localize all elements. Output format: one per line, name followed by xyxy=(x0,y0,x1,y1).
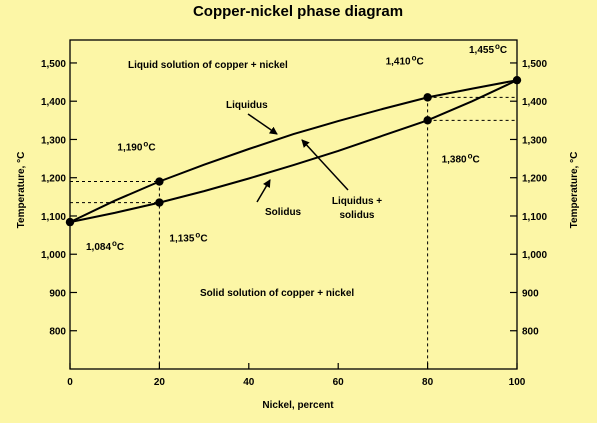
solidus-line-label: Solidus xyxy=(265,207,302,218)
solidus-series-line xyxy=(69,79,518,224)
y-tick-label-left: 1,000 xyxy=(41,250,66,261)
y-tick-label-left: 1,200 xyxy=(41,174,66,185)
liquid-region-label: Liquid solution of copper + nickel xyxy=(128,60,288,71)
y-axis-title-right: Temperature, °C xyxy=(569,152,580,229)
point-label: 1,455oC xyxy=(469,42,507,56)
x-tick-label: 60 xyxy=(333,377,345,388)
two-phase-region-label-line1: Liquidus + xyxy=(332,196,382,207)
x-axis-title: Nickel, percent xyxy=(262,400,334,411)
y-tick-label-left: 1,500 xyxy=(41,59,66,70)
y-tick-label-right: 1,500 xyxy=(522,59,547,70)
y-tick-label-right: 1,300 xyxy=(522,135,547,146)
solidus-label-arrow xyxy=(256,179,271,203)
chart-title: Copper-nickel phase diagram xyxy=(193,3,403,20)
point-label: 1,410oC xyxy=(386,53,424,67)
y-tick-label-right: 1,200 xyxy=(522,174,547,185)
y-tick-label-right: 1,000 xyxy=(522,250,547,261)
x-tick-label: 100 xyxy=(509,377,526,388)
y-tick-label-left: 800 xyxy=(49,327,66,338)
x-tick-label: 20 xyxy=(154,377,166,388)
y-tick-label-left: 1,300 xyxy=(41,135,66,146)
data-point-marker xyxy=(423,116,432,125)
y-tick-label-right: 800 xyxy=(522,327,539,338)
y-tick-label-right: 1,400 xyxy=(522,97,547,108)
y-axis-title-left: Temperature, °C xyxy=(16,152,27,229)
solid-region-label: Solid solution of copper + nickel xyxy=(200,288,354,299)
data-point-marker xyxy=(65,217,75,227)
data-point-marker xyxy=(155,177,164,186)
data-point-marker xyxy=(155,198,164,207)
plot-area-border xyxy=(69,39,518,370)
liquidus-series-line xyxy=(69,79,518,224)
data-point-marker xyxy=(423,93,432,102)
data-point-marker xyxy=(512,75,522,85)
two-phase-label-arrow xyxy=(301,139,349,191)
two-phase-region-label-line2: solidus xyxy=(339,210,374,221)
point-label: 1,190oC xyxy=(117,140,155,154)
point-label: 1,380oC xyxy=(442,151,480,165)
y-tick-label-left: 1,100 xyxy=(41,212,66,223)
liquidus-label-arrow xyxy=(247,113,278,135)
y-tick-label-left: 1,400 xyxy=(41,97,66,108)
y-tick-label-right: 900 xyxy=(522,288,539,299)
x-tick-label: 40 xyxy=(243,377,255,388)
x-tick-label: 0 xyxy=(67,377,73,388)
point-label: 1,135oC xyxy=(169,231,207,245)
x-tick-label: 80 xyxy=(422,377,434,388)
point-label: 1,084oC xyxy=(86,239,124,253)
y-tick-label-right: 1,100 xyxy=(522,212,547,223)
y-tick-label-left: 900 xyxy=(49,288,66,299)
liquidus-line-label: Liquidus xyxy=(226,100,268,111)
